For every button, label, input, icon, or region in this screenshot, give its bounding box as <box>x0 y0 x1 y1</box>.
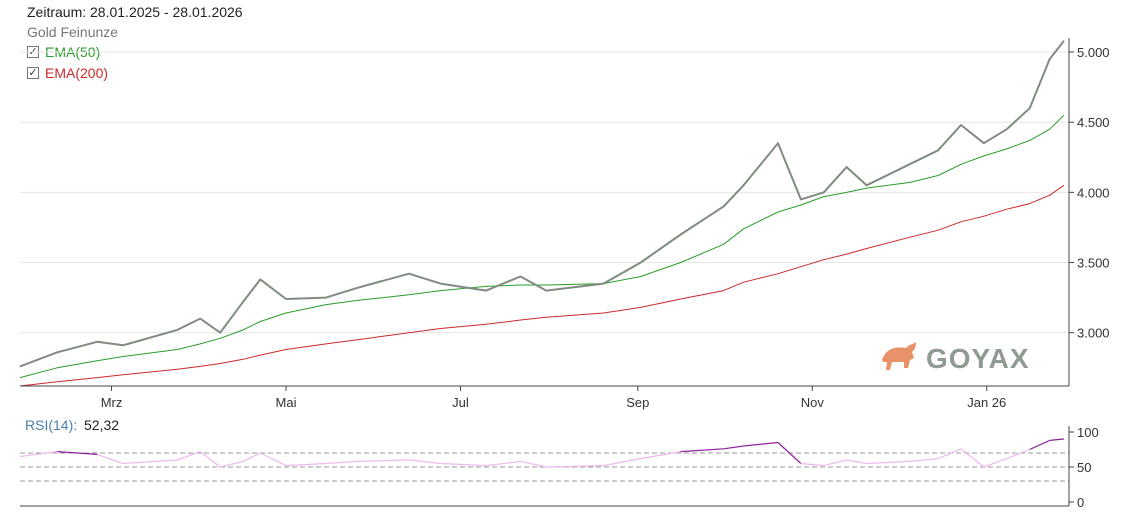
price-y-tick-label: 4.500 <box>1077 115 1110 130</box>
rsi-series-segment <box>1029 439 1050 451</box>
rsi-series-segment <box>723 445 744 450</box>
rsi-series-segment <box>743 441 779 447</box>
price-grid <box>20 51 1069 334</box>
rsi-series-segment <box>823 459 847 467</box>
rsi-y-tick-label: 50 <box>1077 460 1091 475</box>
rsi-series-segment <box>546 465 604 468</box>
price-y-tick-label: 5.000 <box>1077 45 1110 60</box>
price-y-ticks: 3.000 3.500 4.000 4.500 5.000 <box>1069 45 1110 341</box>
price-x-tick-label: Jan 26 <box>967 395 1006 410</box>
rsi-series-segment <box>19 451 58 458</box>
rsi-series-segment <box>909 458 939 462</box>
period-label: Zeitraum: 28.01.2025 - 28.01.2026 <box>27 4 243 20</box>
price-x-tick-label: Mai <box>276 395 297 410</box>
rsi-y-tick-label: 100 <box>1077 425 1099 440</box>
price-y-tick-label: 4.000 <box>1077 185 1110 200</box>
rsi-series-segment <box>357 459 410 462</box>
rsi-series-segment <box>846 459 867 465</box>
rsi-series-segment <box>800 462 824 467</box>
rsi-value: 52,32 <box>84 417 119 433</box>
rsi-series-segment <box>242 452 261 462</box>
rsi-series-segment <box>520 460 547 468</box>
ema50-series-line <box>19 114 1065 379</box>
rsi-series-segment <box>983 458 1008 468</box>
rsi-series-segment <box>1049 438 1065 441</box>
ema200-legend: EMA(200) <box>45 65 109 81</box>
bull-icon <box>882 342 916 370</box>
rsi-series-segment <box>777 442 802 464</box>
goyax-logo: GOYAX <box>882 342 1030 374</box>
rsi-series-segment <box>866 460 910 465</box>
rsi-series-segment <box>408 459 441 465</box>
rsi-series-segment <box>1006 448 1030 460</box>
price-y-tick-label: 3.000 <box>1077 326 1110 341</box>
instrument-label: Gold Feinunze <box>27 24 119 40</box>
rsi-series-segment <box>259 452 287 467</box>
rsi-series-segment <box>937 448 962 460</box>
rsi-series-segment <box>177 451 201 461</box>
price-axes <box>20 38 1070 387</box>
rsi-series-segment <box>486 460 521 467</box>
price-series-line <box>19 40 1065 368</box>
rsi-series-segment <box>680 448 724 453</box>
rsi-series-segment <box>603 458 641 467</box>
price-x-tick-label: Sep <box>626 395 649 410</box>
ema200-checkbox[interactable]: ✓ <box>27 67 39 79</box>
rsi-series-segment <box>97 453 124 465</box>
price-x-ticks: Mrz Mai Jul Sep Nov Jan 26 <box>101 386 1006 410</box>
rsi-label: RSI(14): <box>25 417 77 433</box>
rsi-series-segment <box>57 451 98 455</box>
rsi-series-segment <box>960 448 985 468</box>
rsi-series-segment <box>440 462 487 467</box>
rsi-series-segment <box>122 459 178 465</box>
price-x-tick-label: Jul <box>452 395 469 410</box>
price-x-tick-label: Mrz <box>101 395 123 410</box>
rsi-y-tick-label: 0 <box>1077 495 1084 510</box>
price-x-tick-label: Nov <box>801 395 825 410</box>
ema200-series-line <box>19 184 1065 387</box>
rsi-series-segment <box>326 460 358 465</box>
rsi-line <box>19 438 1065 468</box>
price-y-tick-label: 3.500 <box>1077 256 1110 271</box>
logo-text: GOYAX <box>926 343 1030 374</box>
rsi-series-segment <box>220 460 244 468</box>
price-lines <box>19 40 1065 387</box>
rsi-series-segment <box>199 451 221 468</box>
rsi-series-segment <box>285 462 327 467</box>
rsi-y-ticks: 100 50 0 <box>1069 425 1099 510</box>
rsi-series-segment <box>640 451 681 460</box>
